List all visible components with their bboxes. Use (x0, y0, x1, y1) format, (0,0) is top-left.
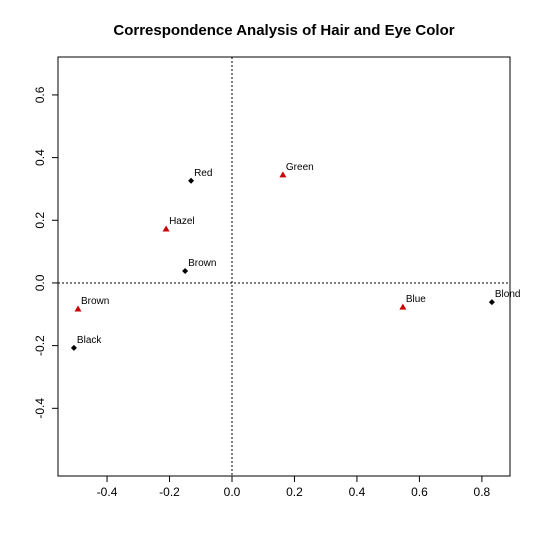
point-label: Black (77, 335, 102, 346)
x-tick-label: 0.8 (474, 485, 491, 499)
point-label: Brown (81, 296, 109, 307)
x-tick-label: 0.4 (349, 485, 366, 499)
plot-frame (57, 56, 511, 477)
point (162, 225, 170, 232)
point-label: Green (286, 162, 314, 173)
point-label: Blue (406, 294, 426, 305)
y-tick-label: 0.6 (33, 86, 47, 103)
point (188, 177, 195, 184)
chart-title: Correspondence Analysis of Hair and Eye … (113, 22, 454, 39)
point (182, 268, 189, 275)
x-tick-label: -0.4 (97, 485, 118, 499)
point-label: Hazel (169, 216, 195, 227)
y-tick-label: -0.4 (33, 398, 47, 419)
y-tick-label: 0.0 (33, 274, 47, 291)
point (279, 171, 287, 178)
x-tick-label: 0.6 (411, 485, 428, 499)
y-tick-label: 0.4 (33, 149, 47, 166)
point-label: Blond (495, 289, 521, 300)
y-tick-label: 0.2 (33, 212, 47, 229)
point-label: Brown (188, 258, 216, 269)
x-tick-label: 0.2 (286, 485, 303, 499)
point-label: Red (194, 168, 212, 179)
point (399, 303, 407, 310)
point (70, 344, 77, 351)
y-tick-label: -0.2 (33, 335, 47, 356)
point (488, 299, 495, 306)
x-tick-label: -0.2 (159, 485, 180, 499)
point (74, 305, 82, 312)
x-tick-label: 0.0 (224, 485, 241, 499)
